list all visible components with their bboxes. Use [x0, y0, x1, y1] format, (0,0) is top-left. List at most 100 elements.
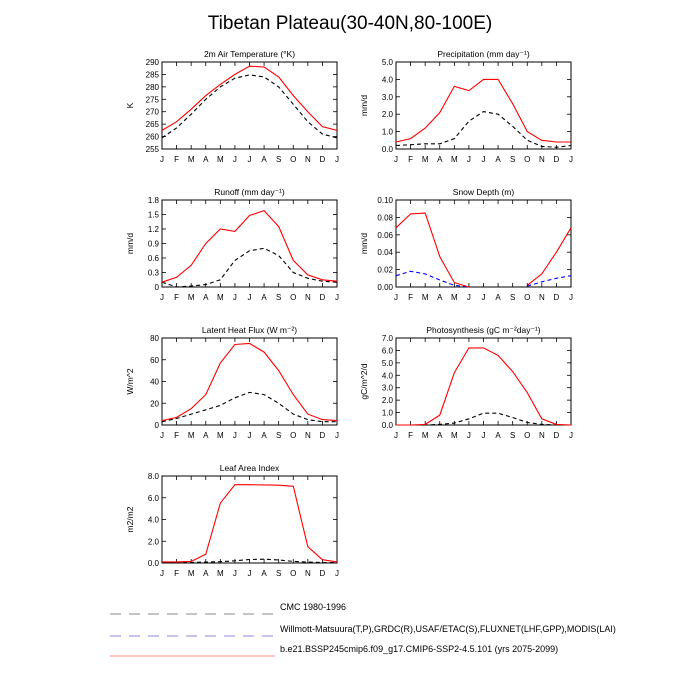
panel-runoff-mm-day-xtick-label: O — [290, 293, 296, 302]
panel-2m-air-temperature-k-xtick-label: O — [290, 155, 296, 164]
panel-snow-depth-m-xtick-label: M — [422, 293, 429, 302]
panel-runoff-mm-day-xtick-label: J — [335, 293, 339, 302]
panel-latent-heat-flux-w-m-ytick-label: 80 — [150, 334, 159, 343]
panel-leaf-area-index-ylabel: m2/m2 — [125, 506, 135, 532]
panel-2m-air-temperature-k-xtick-label: S — [276, 155, 281, 164]
panel-snow-depth-m-xtick-label: A — [437, 293, 443, 302]
chart-panels: 2m Air Temperature (°K) 255 260 265 270 275 28… — [125, 49, 573, 578]
legend-line-cmc — [110, 613, 275, 615]
panel-precipitation-mm-day-frame — [395, 61, 572, 150]
panel-latent-heat-flux-w-m-xtick-label: D — [320, 431, 326, 440]
panel-latent-heat-flux-w-m-xtick-label: J — [335, 431, 339, 440]
panel-leaf-area-index-ytick-label: 2.0 — [148, 537, 160, 546]
panel-photosynthesis-gc-m-day-ytick-label: 0.0 — [382, 421, 394, 430]
panel-precipitation-mm-day-ytick-label: 0.0 — [382, 145, 394, 154]
panel-runoff-mm-day-xtick-label: S — [276, 293, 281, 302]
panel-snow-depth-m-ytick-label: 0.00 — [377, 283, 393, 292]
panel-photosynthesis-gc-m-day-xtick-label: J — [467, 431, 471, 440]
legend-entry-model: b.e21.BSSP245cmip6.f09_g17.CMIP6-SSP2-4.… — [110, 644, 558, 660]
panel-latent-heat-flux-w-m-ytick-label: 60 — [150, 356, 159, 365]
panel-2m-air-temperature-k-ytick-label: 275 — [146, 95, 160, 104]
panel-snow-depth-m-ytick-label: 0.04 — [377, 248, 393, 257]
panel-precipitation-mm-day-xtick-label: M — [422, 155, 429, 164]
panel-precipitation-mm-day-xtick-label: N — [539, 155, 545, 164]
panel-2m-air-temperature-k-xtick-label: J — [160, 155, 164, 164]
panel-snow-depth-m-ytick-label: 0.08 — [377, 213, 393, 222]
panel-precipitation-mm-day-xtick-label: M — [451, 155, 458, 164]
panel-photosynthesis-gc-m-day-xtick-label: M — [451, 431, 458, 440]
panel-photosynthesis-gc-m-day-xtick-label: J — [394, 431, 398, 440]
panel-photosynthesis-gc-m-day-ytick-label: 2.0 — [382, 396, 394, 405]
legend-entry-cmc: CMC 1980-1996 — [110, 602, 346, 618]
panel-photosynthesis-gc-m-day-xtick-label: D — [554, 431, 560, 440]
panel-latent-heat-flux-w-m-xtick-label: J — [233, 431, 237, 440]
panel-leaf-area-index-ytick-label: 0.0 — [148, 559, 160, 568]
panel-runoff-mm-day-frame — [161, 199, 338, 288]
panel-precipitation-mm-day-ylabel: mm/d — [359, 95, 369, 117]
panel-runoff-mm-day-xtick-label: M — [188, 293, 195, 302]
panel-latent-heat-flux-w-m-xtick-label: M — [188, 431, 195, 440]
panel-runoff-mm-day-series-obs-line — [161, 247, 338, 288]
panel-2m-air-temperature-k-ytick-label: 290 — [146, 58, 160, 67]
legend-entry-obs: Willmott-Matsuura(T,P),GRDC(R),USAF/ETAC… — [110, 624, 616, 640]
panel-photosynthesis-gc-m-day-xtick-label: M — [422, 431, 429, 440]
panel-latent-heat-flux-w-m-xtick-label: N — [305, 431, 311, 440]
panel-2m-air-temperature-k-ytick-label: 285 — [146, 70, 160, 79]
panel-snow-depth-m-xtick-label: J — [394, 293, 398, 302]
panel-leaf-area-index-xtick-label: N — [305, 569, 311, 578]
panel-precipitation-mm-day-title: Precipitation (mm day⁻¹) — [437, 49, 530, 59]
panel-2m-air-temperature-k-xtick-label: A — [203, 155, 209, 164]
panel-snow-depth-m-xtick-label: F — [408, 293, 413, 302]
panel-runoff-mm-day-xtick-label: J — [248, 293, 252, 302]
panel-snow-depth-m-series-obs-line — [395, 270, 572, 288]
panel-snow-depth-m-xtick-label: D — [554, 293, 560, 302]
panel-photosynthesis-gc-m-day-ytick-label: 6.0 — [382, 346, 394, 355]
panel-snow-depth-m-xtick-label: O — [524, 293, 530, 302]
panel-latent-heat-flux-w-m-xtick-label: A — [261, 431, 267, 440]
panel-2m-air-temperature-k-xtick-label: A — [261, 155, 267, 164]
panel-snow-depth-m-ylabel: mm/d — [359, 233, 369, 255]
panel-runoff-mm-day-ytick-label: 0.9 — [148, 240, 160, 249]
panel-photosynthesis-gc-m-day-xtick-label: F — [408, 431, 413, 440]
panel-precipitation-mm-day-series-model-line — [395, 78, 571, 143]
panel-leaf-area-index-xtick-label: J — [248, 569, 252, 578]
panel-runoff-mm-day: Runoff (mm day⁻¹) 0 0.3 0.6 0.9 1.2 1.5 1.8 mm/d… — [125, 187, 339, 302]
panel-photosynthesis-gc-m-day-ytick-label: 7.0 — [382, 334, 394, 343]
panel-precipitation-mm-day-xtick-label: S — [510, 155, 515, 164]
panel-2m-air-temperature-k-xtick-label: F — [174, 155, 179, 164]
panel-runoff-mm-day-title: Runoff (mm day⁻¹) — [214, 187, 285, 197]
panel-runoff-mm-day-xtick-label: N — [305, 293, 311, 302]
panel-leaf-area-index-xtick-label: F — [174, 569, 179, 578]
panel-2m-air-temperature-k-xtick-label: N — [305, 155, 311, 164]
panel-photosynthesis-gc-m-day-xtick-label: J — [569, 431, 573, 440]
panel-leaf-area-index-xtick-label: M — [188, 569, 195, 578]
panel-latent-heat-flux-w-m-xtick-label: J — [160, 431, 164, 440]
panel-runoff-mm-day-xtick-label: M — [217, 293, 224, 302]
panel-latent-heat-flux-w-m-series-model-line — [161, 342, 338, 422]
panel-leaf-area-index-ytick-label: 4.0 — [148, 516, 160, 525]
panel-snow-depth-m-xtick-label: J — [482, 293, 486, 302]
panel-latent-heat-flux-w-m-xtick-label: S — [276, 431, 281, 440]
panel-snow-depth-m-xtick-label: A — [495, 293, 501, 302]
panel-runoff-mm-day-xtick-label: J — [160, 293, 164, 302]
panel-runoff-mm-day-xtick-label: D — [320, 293, 326, 302]
panel-precipitation-mm-day-xtick-label: J — [467, 155, 471, 164]
panel-precipitation-mm-day-xtick-label: J — [482, 155, 486, 164]
panel-photosynthesis-gc-m-day: Photosynthesis (gC m⁻²day⁻¹) 0.0 1.0 2.0 3.0… — [359, 325, 573, 440]
panel-leaf-area-index-title: Leaf Area Index — [220, 463, 280, 473]
panel-2m-air-temperature-k-xtick-label: J — [335, 155, 339, 164]
panel-2m-air-temperature-k-ylabel: K — [125, 102, 135, 108]
panel-photosynthesis-gc-m-day-xtick-label: N — [539, 431, 545, 440]
panel-snow-depth-m-xtick-label: M — [451, 293, 458, 302]
panel-photosynthesis-gc-m-day-frame — [395, 337, 572, 426]
panel-latent-heat-flux-w-m-xtick-label: J — [248, 431, 252, 440]
panel-runoff-mm-day-ytick-label: 1.8 — [148, 196, 160, 205]
panel-2m-air-temperature-k-ytick-label: 260 — [146, 133, 160, 142]
panel-runoff-mm-day-ytick-label: 0.3 — [148, 269, 160, 278]
panel-2m-air-temperature-k-xtick-label: D — [320, 155, 326, 164]
panel-runoff-mm-day-ytick-label: 1.2 — [148, 225, 160, 234]
panel-leaf-area-index-xtick-label: D — [320, 569, 326, 578]
panel-2m-air-temperature-k-ytick-label: 255 — [146, 145, 160, 154]
panel-latent-heat-flux-w-m-ylabel: W/m^2 — [125, 368, 135, 394]
panel-precipitation-mm-day-ytick-label: 1.0 — [382, 128, 394, 137]
